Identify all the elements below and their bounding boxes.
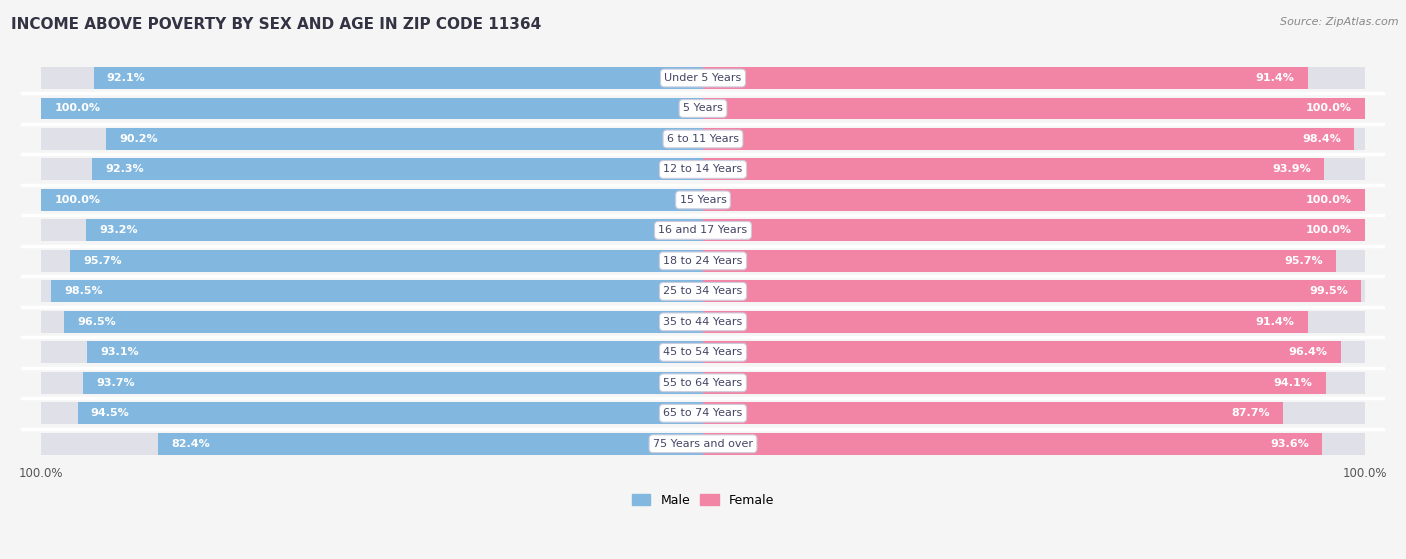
Text: 93.6%: 93.6% xyxy=(1271,439,1309,449)
Text: 96.4%: 96.4% xyxy=(1289,347,1327,357)
Bar xyxy=(41,189,703,211)
Bar xyxy=(77,402,703,424)
Bar xyxy=(703,402,1284,424)
Text: 96.5%: 96.5% xyxy=(77,317,117,327)
Bar xyxy=(703,158,1324,181)
Text: 90.2%: 90.2% xyxy=(120,134,157,144)
Text: 12 to 14 Years: 12 to 14 Years xyxy=(664,164,742,174)
Text: Under 5 Years: Under 5 Years xyxy=(665,73,741,83)
Bar xyxy=(703,433,1323,454)
Text: 98.4%: 98.4% xyxy=(1302,134,1341,144)
Text: 35 to 44 Years: 35 to 44 Years xyxy=(664,317,742,327)
Text: 93.1%: 93.1% xyxy=(100,347,139,357)
Text: 100.0%: 100.0% xyxy=(1306,225,1351,235)
Bar xyxy=(703,372,1326,394)
Text: 87.7%: 87.7% xyxy=(1232,408,1270,418)
Bar xyxy=(703,97,1365,120)
Bar xyxy=(41,342,703,363)
Bar xyxy=(94,67,703,89)
Text: 92.1%: 92.1% xyxy=(107,73,145,83)
Text: 75 Years and over: 75 Years and over xyxy=(652,439,754,449)
Text: 99.5%: 99.5% xyxy=(1309,286,1348,296)
Bar xyxy=(83,372,703,394)
Text: 18 to 24 Years: 18 to 24 Years xyxy=(664,256,742,266)
Bar xyxy=(703,67,1365,89)
Text: 5 Years: 5 Years xyxy=(683,103,723,113)
Bar xyxy=(87,342,703,363)
Bar xyxy=(703,189,1365,211)
Bar xyxy=(41,158,703,181)
Bar xyxy=(703,433,1365,454)
Bar xyxy=(41,433,703,454)
Bar xyxy=(703,250,1365,272)
Bar xyxy=(41,128,703,150)
Bar xyxy=(86,220,703,241)
Text: 100.0%: 100.0% xyxy=(1306,103,1351,113)
Text: 95.7%: 95.7% xyxy=(1285,256,1323,266)
Text: 16 and 17 Years: 16 and 17 Years xyxy=(658,225,748,235)
Bar xyxy=(41,97,703,120)
Bar xyxy=(41,220,703,241)
Bar xyxy=(93,158,703,181)
Bar xyxy=(41,311,703,333)
Bar xyxy=(41,97,703,120)
Text: 98.5%: 98.5% xyxy=(65,286,103,296)
Bar xyxy=(41,67,703,89)
Bar xyxy=(703,372,1365,394)
Bar xyxy=(703,402,1365,424)
Bar xyxy=(703,220,1365,241)
Bar xyxy=(51,281,703,302)
Text: 100.0%: 100.0% xyxy=(1306,195,1351,205)
Text: INCOME ABOVE POVERTY BY SEX AND AGE IN ZIP CODE 11364: INCOME ABOVE POVERTY BY SEX AND AGE IN Z… xyxy=(11,17,541,32)
Bar xyxy=(105,128,703,150)
Text: 100.0%: 100.0% xyxy=(55,195,100,205)
Bar xyxy=(703,342,1341,363)
Text: 94.5%: 94.5% xyxy=(91,408,129,418)
Text: 93.9%: 93.9% xyxy=(1272,164,1312,174)
Text: 65 to 74 Years: 65 to 74 Years xyxy=(664,408,742,418)
Bar xyxy=(41,189,703,211)
Text: 91.4%: 91.4% xyxy=(1256,73,1295,83)
Bar xyxy=(703,128,1365,150)
Text: Source: ZipAtlas.com: Source: ZipAtlas.com xyxy=(1281,17,1399,27)
Bar xyxy=(157,433,703,454)
Text: 95.7%: 95.7% xyxy=(83,256,121,266)
Text: 91.4%: 91.4% xyxy=(1256,317,1295,327)
Legend: Male, Female: Male, Female xyxy=(627,489,779,512)
Bar xyxy=(703,128,1354,150)
Text: 82.4%: 82.4% xyxy=(172,439,209,449)
Bar xyxy=(703,189,1365,211)
Bar xyxy=(41,281,703,302)
Bar xyxy=(65,311,703,333)
Text: 15 Years: 15 Years xyxy=(679,195,727,205)
Bar xyxy=(41,250,703,272)
Text: 45 to 54 Years: 45 to 54 Years xyxy=(664,347,742,357)
Bar xyxy=(703,220,1365,241)
Bar xyxy=(703,67,1308,89)
Text: 93.2%: 93.2% xyxy=(100,225,138,235)
Bar xyxy=(703,158,1365,181)
Text: 6 to 11 Years: 6 to 11 Years xyxy=(666,134,740,144)
Bar xyxy=(70,250,703,272)
Text: 92.3%: 92.3% xyxy=(105,164,143,174)
Bar xyxy=(703,342,1365,363)
Bar xyxy=(41,402,703,424)
Text: 93.7%: 93.7% xyxy=(96,378,135,388)
Bar xyxy=(703,281,1361,302)
Text: 25 to 34 Years: 25 to 34 Years xyxy=(664,286,742,296)
Bar xyxy=(703,311,1308,333)
Text: 100.0%: 100.0% xyxy=(55,103,100,113)
Text: 55 to 64 Years: 55 to 64 Years xyxy=(664,378,742,388)
Bar xyxy=(703,97,1365,120)
Bar xyxy=(703,250,1336,272)
Text: 94.1%: 94.1% xyxy=(1274,378,1312,388)
Bar xyxy=(703,281,1365,302)
Bar xyxy=(703,311,1365,333)
Bar xyxy=(41,372,703,394)
